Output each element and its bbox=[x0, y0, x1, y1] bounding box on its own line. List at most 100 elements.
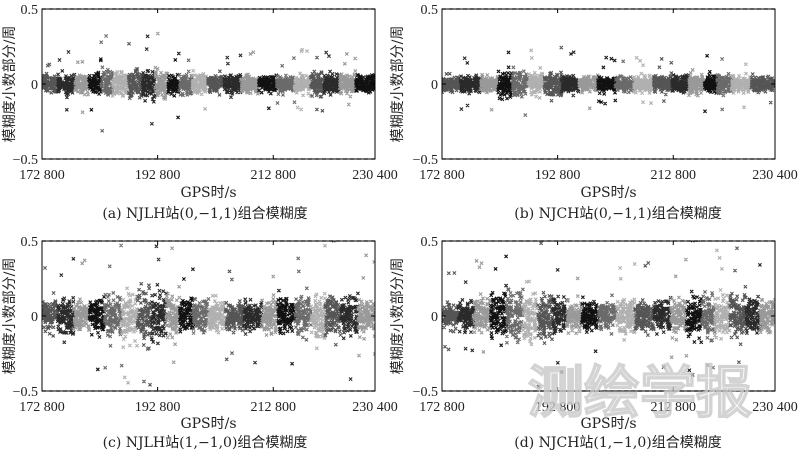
scatter-points bbox=[323, 241, 343, 347]
x-tick-label: 192 800 bbox=[535, 168, 581, 183]
series-segment bbox=[715, 57, 734, 112]
series-segment bbox=[458, 56, 483, 112]
series-segment bbox=[292, 47, 313, 112]
scatter-points bbox=[177, 58, 194, 98]
x-tick-label: 212 800 bbox=[651, 400, 697, 415]
series-segment bbox=[684, 241, 704, 377]
scatter-points bbox=[55, 256, 76, 345]
scatter-points bbox=[728, 246, 748, 365]
series-segment bbox=[456, 280, 477, 353]
scatter-points bbox=[177, 267, 196, 334]
scatter-points bbox=[42, 266, 60, 338]
series-segment bbox=[140, 34, 158, 126]
series-segment bbox=[488, 254, 509, 348]
series-segment bbox=[166, 51, 181, 120]
series-segment bbox=[206, 69, 226, 97]
series-segment bbox=[177, 58, 194, 98]
scatter-points bbox=[559, 50, 581, 98]
scatter-points bbox=[442, 71, 463, 95]
scatter-points bbox=[110, 69, 131, 98]
panel-caption: (d) NJCH站(1,−1,0)组合模糊度 bbox=[514, 435, 721, 451]
x-tick-label: 192 800 bbox=[135, 400, 181, 415]
series-segment bbox=[551, 267, 569, 374]
scatter-points bbox=[322, 50, 342, 97]
scatter-points bbox=[472, 258, 493, 354]
x-axis-label: GPS时/s bbox=[580, 185, 636, 201]
y-tick-label: 0 bbox=[31, 78, 38, 93]
series-segment bbox=[652, 295, 673, 369]
chart-panel-c: 172 800 192 800 212 800 230 400 −0.5 0 0.5 GPS时… bbox=[2, 235, 398, 451]
series-segment bbox=[274, 56, 297, 105]
scatter-points bbox=[292, 47, 313, 112]
y-axis-label: 模糊度小数部分/周 bbox=[2, 26, 18, 143]
x-axis-label: GPS时/s bbox=[180, 185, 236, 201]
scatter-points bbox=[224, 269, 246, 362]
scatter-points bbox=[140, 34, 158, 126]
series-segment bbox=[356, 253, 375, 358]
scatter-points bbox=[632, 55, 656, 106]
series-segment bbox=[177, 267, 196, 334]
scatter-points bbox=[222, 53, 243, 100]
scatter-points bbox=[241, 297, 264, 365]
scatter-points bbox=[458, 56, 483, 112]
scatter-points bbox=[119, 286, 140, 385]
watermark: 测绘学报 bbox=[528, 361, 752, 426]
y-axis-label: 模糊度小数部分/周 bbox=[390, 26, 406, 143]
y-tick-label: 0.5 bbox=[21, 3, 39, 18]
series-segment bbox=[749, 72, 775, 105]
series-segment bbox=[633, 261, 657, 338]
series-segment bbox=[149, 244, 169, 346]
series-segment bbox=[153, 31, 170, 101]
scatter-points bbox=[276, 288, 297, 366]
scatter-points bbox=[102, 243, 124, 370]
series-segment bbox=[651, 56, 674, 104]
x-tick-label: 172 800 bbox=[19, 400, 65, 415]
scatter-points bbox=[504, 287, 525, 345]
series-segment bbox=[87, 57, 103, 112]
x-tick-label: 192 800 bbox=[135, 168, 181, 183]
scatter-points bbox=[256, 73, 279, 111]
series-segment bbox=[190, 68, 210, 111]
series-segment bbox=[632, 55, 656, 106]
scatter-points bbox=[542, 45, 564, 103]
scatter-points bbox=[521, 279, 540, 347]
scatter-points bbox=[206, 69, 226, 97]
x-tick-label: 212 800 bbox=[251, 168, 297, 183]
series-segment bbox=[521, 279, 540, 347]
series-segment bbox=[206, 293, 228, 335]
scatter-points bbox=[749, 72, 775, 105]
scatter-points bbox=[510, 65, 530, 118]
scatter-points bbox=[55, 50, 77, 112]
series-segment bbox=[526, 48, 547, 100]
series-segment bbox=[135, 281, 154, 387]
scatter-points bbox=[579, 295, 601, 354]
scatter-points bbox=[149, 244, 169, 346]
series-segment bbox=[73, 59, 91, 115]
x-tick-label: 230 400 bbox=[752, 400, 798, 415]
scatter-points bbox=[613, 59, 636, 95]
scatter-points bbox=[596, 55, 618, 106]
series-segment bbox=[276, 288, 297, 366]
scatter-points bbox=[126, 41, 145, 101]
series-segment bbox=[87, 294, 107, 372]
x-axis-label: GPS时/s bbox=[180, 416, 236, 432]
x-tick-label: 192 800 bbox=[535, 400, 581, 415]
y-axis-label: 模糊度小数部分/周 bbox=[390, 258, 406, 375]
series-segment bbox=[102, 243, 124, 370]
panel-caption: (c) NJLH站(1,−1,0)组合模糊度 bbox=[103, 435, 308, 451]
scatter-points bbox=[702, 53, 720, 114]
scatter-points bbox=[651, 56, 674, 104]
scatter-points bbox=[488, 254, 509, 348]
scatter-points bbox=[614, 262, 638, 342]
scatter-points bbox=[206, 293, 228, 335]
y-tick-label: 0.5 bbox=[421, 235, 439, 250]
scatter-area bbox=[442, 45, 775, 118]
scatter-points bbox=[715, 57, 734, 112]
scatter-points bbox=[73, 59, 91, 115]
chart-panel-b: 172 800 192 800 212 800 230 400 −0.5 0 0.5 GPS时… bbox=[390, 3, 798, 222]
scatter-points bbox=[564, 276, 584, 336]
series-segment bbox=[668, 257, 689, 360]
series-segment bbox=[442, 71, 463, 95]
scatter-points bbox=[478, 72, 500, 112]
